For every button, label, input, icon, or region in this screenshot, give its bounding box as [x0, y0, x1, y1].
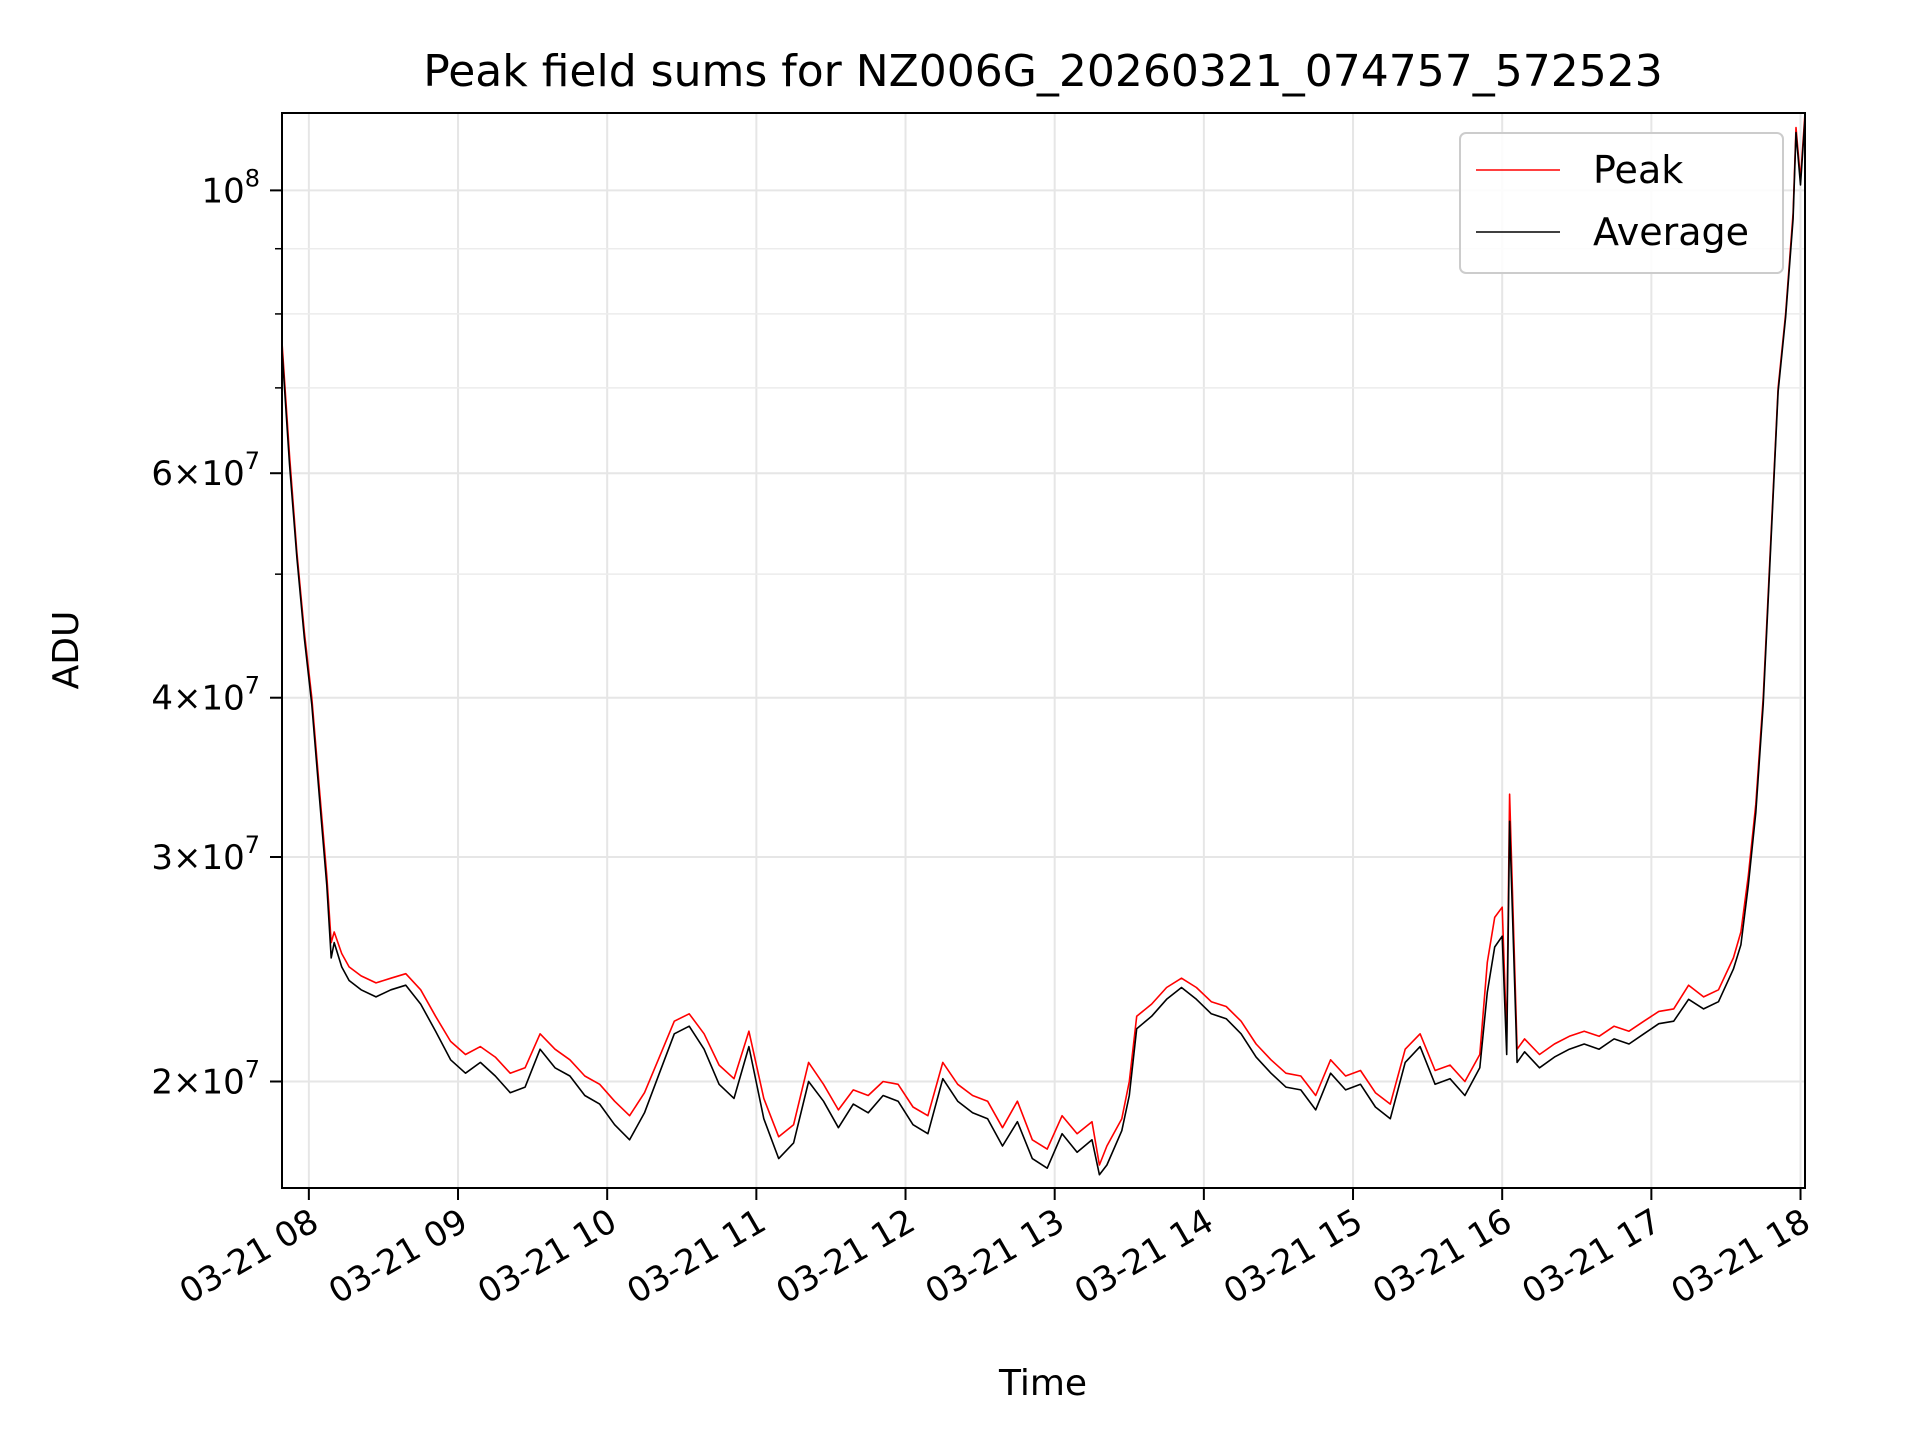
legend-box [1459, 132, 1784, 274]
y-tick-label: 6×107 [151, 447, 260, 494]
legend-label-peak: Peak [1593, 148, 1683, 192]
y-tick-label: 4×107 [151, 672, 260, 719]
y-axis-label: ADU [46, 611, 87, 690]
series-layer [281, 112, 1806, 1176]
grid [282, 113, 1805, 1188]
series-line-average [281, 117, 1806, 1176]
y-axis: 108 6×107 4×107 3×107 2×107 [151, 164, 282, 1102]
chart-title: Peak field sums for NZ006G_20260321_0747… [423, 46, 1662, 97]
legend-label-average: Average [1593, 210, 1749, 254]
legend: Peak Average [1459, 132, 1784, 274]
series-line-peak [281, 112, 1806, 1166]
plot-area-frame [281, 112, 1806, 1189]
x-axis-label: Time [998, 1363, 1087, 1404]
y-tick-label: 2×107 [151, 1055, 260, 1102]
y-tick-label: 108 [201, 164, 260, 211]
y-tick-label: 3×107 [151, 831, 260, 878]
